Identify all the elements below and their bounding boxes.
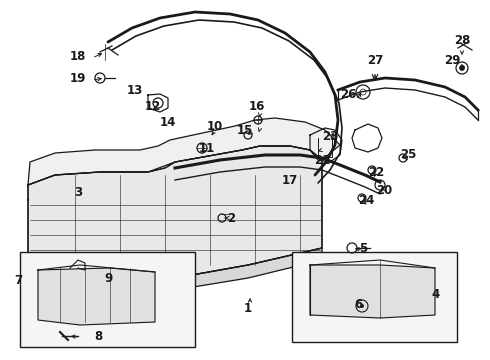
Text: 11: 11 [199,141,215,154]
Text: 2: 2 [227,211,235,225]
Text: 4: 4 [432,288,440,302]
Text: 5: 5 [359,242,367,255]
Text: 3: 3 [74,186,82,199]
Text: 27: 27 [367,54,383,68]
Text: 18: 18 [70,49,86,63]
Text: 23: 23 [322,130,338,144]
Circle shape [360,304,364,308]
Polygon shape [28,146,322,278]
Polygon shape [38,268,155,325]
Text: 17: 17 [282,174,298,186]
Circle shape [460,66,465,71]
Text: 29: 29 [444,54,460,67]
Text: 14: 14 [160,117,176,130]
Polygon shape [28,118,340,185]
Text: 22: 22 [368,166,384,180]
Text: 16: 16 [249,99,265,112]
Text: 24: 24 [358,194,374,207]
Text: 6: 6 [354,298,362,311]
Text: 28: 28 [454,33,470,46]
Text: 25: 25 [400,148,416,162]
Text: 7: 7 [14,274,22,288]
Polygon shape [310,265,435,318]
Text: 15: 15 [237,123,253,136]
Text: 1: 1 [244,302,252,315]
Text: 12: 12 [145,100,161,113]
Text: 19: 19 [70,72,86,85]
Text: 21: 21 [314,154,330,167]
Polygon shape [28,248,322,290]
Text: 13: 13 [127,84,143,96]
Text: 20: 20 [376,184,392,197]
Text: 10: 10 [207,121,223,134]
Text: 26: 26 [340,87,356,100]
Bar [292,252,457,342]
Bar [20,252,195,347]
Text: 8: 8 [94,329,102,342]
Text: 9: 9 [104,271,112,284]
